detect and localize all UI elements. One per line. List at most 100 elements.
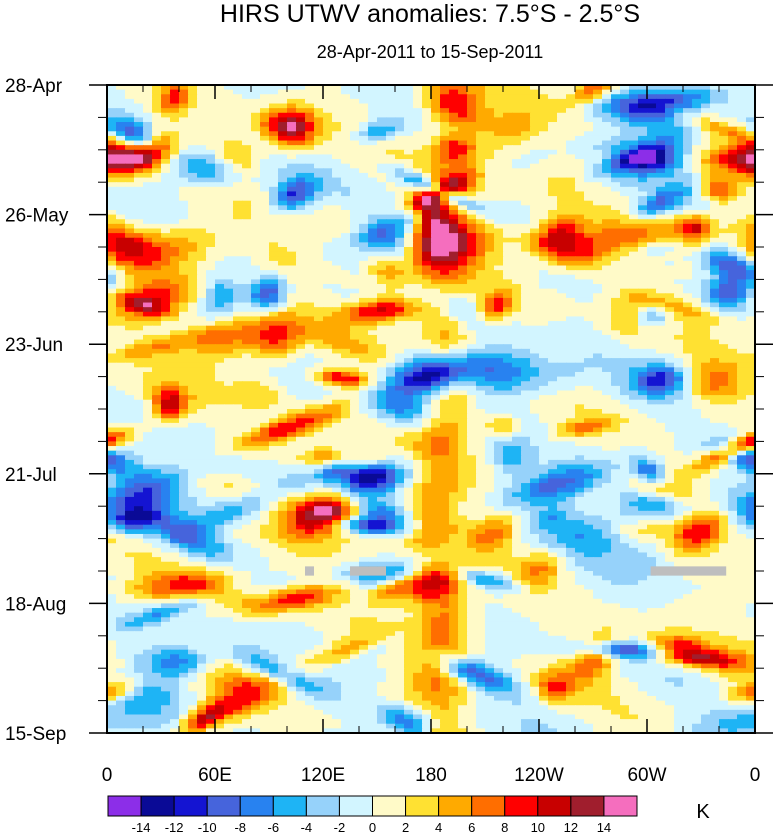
heatmap-cell: [611, 247, 621, 253]
heatmap-cell: [404, 117, 414, 123]
heatmap-cell: [440, 390, 450, 396]
heatmap-cell: [152, 302, 162, 308]
heatmap-cell: [224, 172, 234, 179]
heatmap-cell: [557, 108, 567, 114]
heatmap-cell: [692, 270, 702, 276]
heatmap-cell: [575, 159, 585, 165]
heatmap-cell: [476, 293, 486, 299]
heatmap-cell: [728, 256, 738, 262]
heatmap-cell: [575, 293, 585, 299]
heatmap-cell: [323, 223, 333, 230]
heatmap-cell: [638, 316, 648, 322]
heatmap-cell: [314, 168, 324, 174]
heatmap-cell: [692, 311, 702, 318]
heatmap-cell: [719, 98, 729, 105]
heatmap-cell: [521, 209, 531, 216]
heatmap-cell: [665, 196, 675, 202]
heatmap-cell: [242, 89, 252, 95]
heatmap-cell: [314, 233, 324, 239]
heatmap-cell: [665, 260, 675, 267]
heatmap-cell: [539, 376, 549, 382]
heatmap-cell: [458, 209, 468, 216]
heatmap-cell: [458, 293, 468, 299]
heatmap-cell: [341, 284, 351, 290]
heatmap-cell: [566, 297, 576, 304]
heatmap-cell: [467, 247, 477, 253]
heatmap-cell: [602, 247, 612, 253]
heatmap-cell: [152, 247, 162, 253]
heatmap-cell: [260, 353, 270, 359]
heatmap-cell: [638, 274, 648, 280]
heatmap-cell: [647, 288, 657, 294]
heatmap-cell: [278, 85, 288, 91]
heatmap-cell: [188, 390, 198, 396]
heatmap-cell: [647, 353, 657, 359]
heatmap-cell: [692, 159, 702, 165]
heatmap-cell: [557, 395, 567, 401]
heatmap-cell: [215, 237, 225, 243]
heatmap-cell: [449, 98, 459, 105]
heatmap-cell: [620, 339, 630, 345]
heatmap-cell: [701, 288, 711, 294]
heatmap-cell: [125, 89, 135, 95]
heatmap-cell: [143, 98, 153, 105]
heatmap-cell: [422, 214, 432, 220]
heatmap-cell: [557, 200, 567, 206]
heatmap-cell: [188, 321, 198, 327]
heatmap-cell: [701, 311, 711, 318]
heatmap-cell: [170, 145, 180, 151]
heatmap-cell: [548, 237, 558, 243]
heatmap-cell: [692, 191, 702, 197]
heatmap-cell: [161, 135, 171, 142]
heatmap-cell: [377, 145, 387, 151]
heatmap-cell: [584, 260, 594, 267]
heatmap-cell: [530, 94, 540, 100]
heatmap-cell: [665, 279, 675, 285]
heatmap-cell: [107, 200, 117, 206]
heatmap-cell: [386, 200, 396, 206]
heatmap-cell: [224, 344, 234, 350]
heatmap-cell: [674, 371, 684, 378]
heatmap-cell: [260, 182, 270, 188]
heatmap-cell: [152, 219, 162, 225]
heatmap-cell: [206, 172, 216, 179]
heatmap-cell: [476, 348, 486, 355]
heatmap-cell: [269, 362, 279, 368]
heatmap-cell: [602, 279, 612, 285]
heatmap-cell: [296, 98, 306, 105]
heatmap-cell: [683, 395, 693, 401]
heatmap-cell: [197, 339, 207, 345]
heatmap-cell: [584, 98, 594, 105]
heatmap-cell: [530, 89, 540, 95]
heatmap-cell: [224, 131, 234, 137]
heatmap-cell: [701, 168, 711, 174]
heatmap-cell: [179, 284, 189, 290]
heatmap-cell: [710, 186, 720, 193]
heatmap-cell: [116, 233, 126, 239]
heatmap-cell: [683, 182, 693, 188]
heatmap-cell: [539, 85, 549, 91]
heatmap-cell: [719, 395, 729, 401]
heatmap-cell: [701, 182, 711, 188]
heatmap-cell: [629, 284, 639, 290]
heatmap-cell: [548, 214, 558, 220]
heatmap-cell: [215, 265, 225, 271]
heatmap-cell: [620, 399, 630, 405]
heatmap-cell: [197, 98, 207, 105]
heatmap-cell: [431, 108, 441, 114]
heatmap-cell: [206, 149, 216, 156]
heatmap-cell: [395, 159, 405, 165]
heatmap-cell: [584, 395, 594, 401]
heatmap-cell: [485, 233, 495, 239]
heatmap-cell: [179, 399, 189, 405]
heatmap-cell: [521, 140, 531, 146]
heatmap-cell: [368, 297, 378, 304]
heatmap-cell: [611, 117, 621, 123]
heatmap-cell: [665, 321, 675, 327]
heatmap-cell: [719, 103, 729, 109]
heatmap-cell: [629, 103, 639, 109]
heatmap-cell: [134, 321, 144, 327]
heatmap-cell: [602, 186, 612, 193]
heatmap-cell: [350, 219, 360, 225]
heatmap-cell: [710, 145, 720, 151]
